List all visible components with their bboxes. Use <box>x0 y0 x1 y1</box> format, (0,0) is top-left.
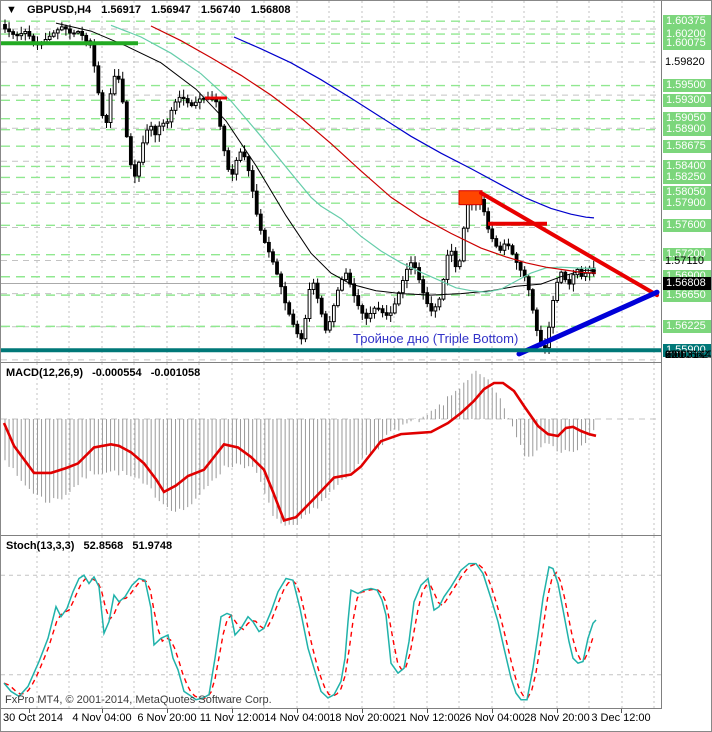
price-badge-black: 1.56808 <box>663 277 711 290</box>
price-badge-green: 1.59050 <box>663 112 711 126</box>
time-tick <box>29 709 30 713</box>
price-label: 20 <box>665 348 678 361</box>
time-label: 21 Nov 12:00 <box>394 712 460 724</box>
time-label: 6 Nov 20:00 <box>137 712 197 724</box>
time-tick <box>492 709 493 713</box>
price-badge-green: 1.58050 <box>663 185 711 199</box>
price-label: 0 <box>665 348 672 361</box>
triple-bottom-annotation: Тройное дно (Triple Bottom) <box>353 331 519 346</box>
time-axis[interactable]: 30 Oct 2014 4 Nov 04:00 6 Nov 20:00 11 Nov … <box>1 709 711 731</box>
ohlc-low: 1.56740 <box>200 4 241 16</box>
symbol-period: GBPUSD,H4 <box>26 4 92 16</box>
price-badge-green: 1.58400 <box>663 159 711 173</box>
price-badge-green: 1.57200 <box>663 248 711 262</box>
price-badge-green: 1.57600 <box>663 218 711 232</box>
time-label: 14 Nov 04:00 <box>264 712 330 724</box>
price-label: 0.003144 <box>665 348 711 361</box>
price-axis[interactable]: 1.60375 1.60200 1.60075 1.59500 1.59300 1.590… <box>661 1 712 709</box>
time-label: 11 Nov 12:00 <box>199 712 265 724</box>
price-badge-green: 1.57900 <box>663 196 711 210</box>
macd-name: MACD(12,26,9) <box>6 367 84 379</box>
price-badge-green: 1.58250 <box>663 170 711 184</box>
time-label: 30 Oct 2014 <box>3 712 63 724</box>
time-tick <box>362 709 363 713</box>
time-tick <box>427 709 428 713</box>
stoch-value: 52.8568 <box>83 540 124 552</box>
macd-panel-canvas[interactable] <box>1 363 661 535</box>
panel-separator-macd[interactable] <box>1 362 711 363</box>
ohlc-high: 1.56947 <box>151 4 191 16</box>
time-tick <box>297 709 298 713</box>
price-badge-teal: 1.55900 <box>663 343 711 357</box>
time-label: 28 Nov 20:00 <box>524 712 590 724</box>
time-label: 4 Nov 04:00 <box>72 712 132 724</box>
price-badge-green: 1.58900 <box>663 123 711 137</box>
ohlc-open: 1.56917 <box>101 4 141 16</box>
panel-separator-stoch[interactable] <box>1 535 711 536</box>
stoch-name: Stoch(13,3,3) <box>6 540 75 552</box>
stoch-indicator-label: Stoch(13,3,3) 52.8568 51.9748 <box>6 540 172 552</box>
time-tick <box>557 709 558 713</box>
macd-indicator-label: MACD(12,26,9) -0.000554 -0.001058 <box>6 367 200 379</box>
price-badge-green: 1.56225 <box>663 319 711 333</box>
price-badge-green: 1.58675 <box>663 139 711 153</box>
price-badge-green: 1.59500 <box>663 79 711 93</box>
time-tick <box>232 709 233 713</box>
price-label: -0.006627 <box>665 348 712 361</box>
stoch-panel-canvas[interactable] <box>1 536 661 708</box>
price-label: 100 <box>665 348 684 361</box>
price-label: 0.00 <box>665 348 687 361</box>
price-badge-green: 1.56650 <box>663 288 711 302</box>
time-tick <box>102 709 103 713</box>
symbol-dropdown-icon[interactable]: ▼ <box>6 4 17 16</box>
chart-title: ▼ GBPUSD,H4 1.56917 1.56947 1.56740 1.56… <box>6 4 290 16</box>
price-label: 1.57110 <box>665 254 704 267</box>
time-axis-separator <box>1 708 711 709</box>
main-chart-canvas[interactable] <box>1 1 661 362</box>
price-label: 80 <box>665 348 678 361</box>
macd-signal-value: -0.001058 <box>150 367 201 379</box>
price-badge-green: 1.60075 <box>663 36 711 50</box>
macd-value: -0.000554 <box>92 367 142 379</box>
price-label: 1.59820 <box>665 55 705 68</box>
price-badge-green: 1.59300 <box>663 93 711 107</box>
time-tick <box>167 709 168 713</box>
time-tick <box>621 709 622 713</box>
stoch-signal-value: 51.9748 <box>132 540 173 552</box>
time-label: 26 Nov 04:00 <box>459 712 525 724</box>
price-badge-green: 1.60375 <box>663 14 711 28</box>
time-label: 3 Dec 12:00 <box>591 712 651 724</box>
ohlc-close: 1.56808 <box>250 4 291 16</box>
copyright-text: FxPro MT4, © 2001-2014, MetaQuotes Softw… <box>5 694 272 706</box>
time-label: 18 Nov 20:00 <box>329 712 395 724</box>
